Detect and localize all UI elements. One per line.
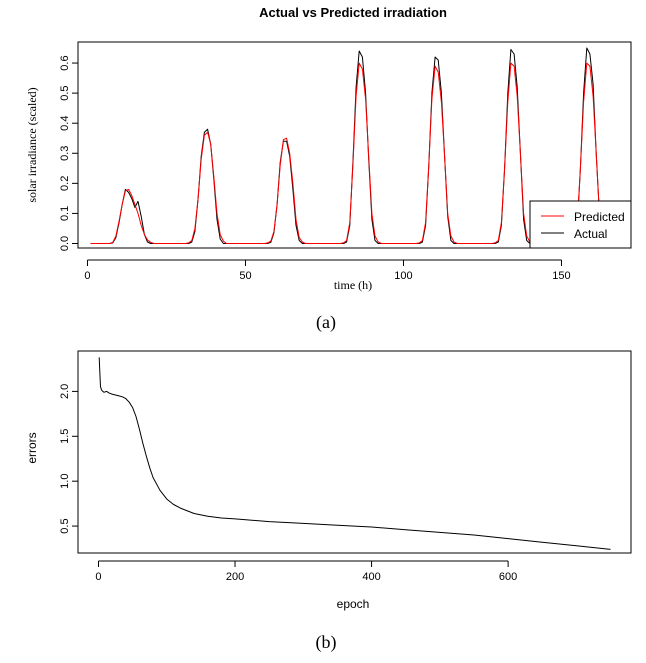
chart-b-caption: (b) (316, 632, 337, 653)
chart-a-y-axis: 0.0 0.1 0.2 0.3 0.4 0.5 0.6 (59, 55, 78, 251)
legend-label-actual: Actual (574, 227, 607, 241)
chart-a-caption: (a) (316, 312, 336, 333)
y-tick-label: 1.0 (59, 474, 71, 489)
y-tick-label: 1.5 (59, 429, 71, 444)
series-line-actual (90, 47, 600, 244)
chart-b-series (98, 357, 611, 550)
x-tick-label: 100 (394, 270, 412, 282)
x-tick-label: 400 (362, 571, 380, 583)
legend-label-predicted: Predicted (574, 210, 625, 224)
y-tick-label: 0.0 (59, 236, 71, 251)
y-tick-label: 0.3 (59, 146, 71, 161)
x-tick-label: 600 (499, 571, 517, 583)
chart-b-plot-frame (77, 350, 632, 554)
x-tick-label: 200 (226, 571, 244, 583)
chart-a-x-axis: 0 50 100 150 (84, 259, 571, 282)
x-tick-label: 0 (95, 571, 101, 583)
chart-a-series (90, 47, 600, 244)
chart-b-x-axis-label: epoch (337, 597, 370, 611)
legend-box (529, 200, 632, 249)
chart-a-plot-frame (77, 41, 632, 249)
chart-b-y-axis: 0.5 1.0 1.5 2.0 (59, 384, 78, 534)
y-tick-label: 0.4 (59, 116, 71, 131)
x-tick-label: 50 (239, 270, 251, 282)
chart-b: 0.5 1.0 1.5 2.0 0 200 400 600 epoch errors (b) (25, 350, 632, 653)
chart-b-y-axis-label: errors (25, 432, 39, 463)
x-tick-label: 0 (84, 270, 90, 282)
y-tick-label: 0.6 (59, 55, 71, 70)
chart-a-y-axis-label: solar irradiance (scaled) (25, 87, 39, 202)
y-tick-label: 2.0 (59, 384, 71, 399)
chart-a-title: Actual vs Predicted irradiation (259, 5, 447, 20)
chart-a: Actual vs Predicted irradiation 0.00.10.… (25, 5, 632, 333)
series-line-predicted (90, 62, 600, 244)
y-tick-label: 0.5 (59, 518, 71, 533)
y-tick-label: 0.5 (59, 85, 71, 100)
y-tick-label: 0.1 (59, 206, 71, 221)
x-tick-label: 150 (552, 270, 570, 282)
series-line (98, 357, 611, 550)
y-tick-label: 0.2 (59, 176, 71, 191)
chart-a-x-axis-label: time (h) (334, 278, 372, 292)
chart-b-x-axis: 0 200 400 600 (95, 560, 517, 583)
chart-a-legend: Predicted Actual (529, 200, 632, 249)
